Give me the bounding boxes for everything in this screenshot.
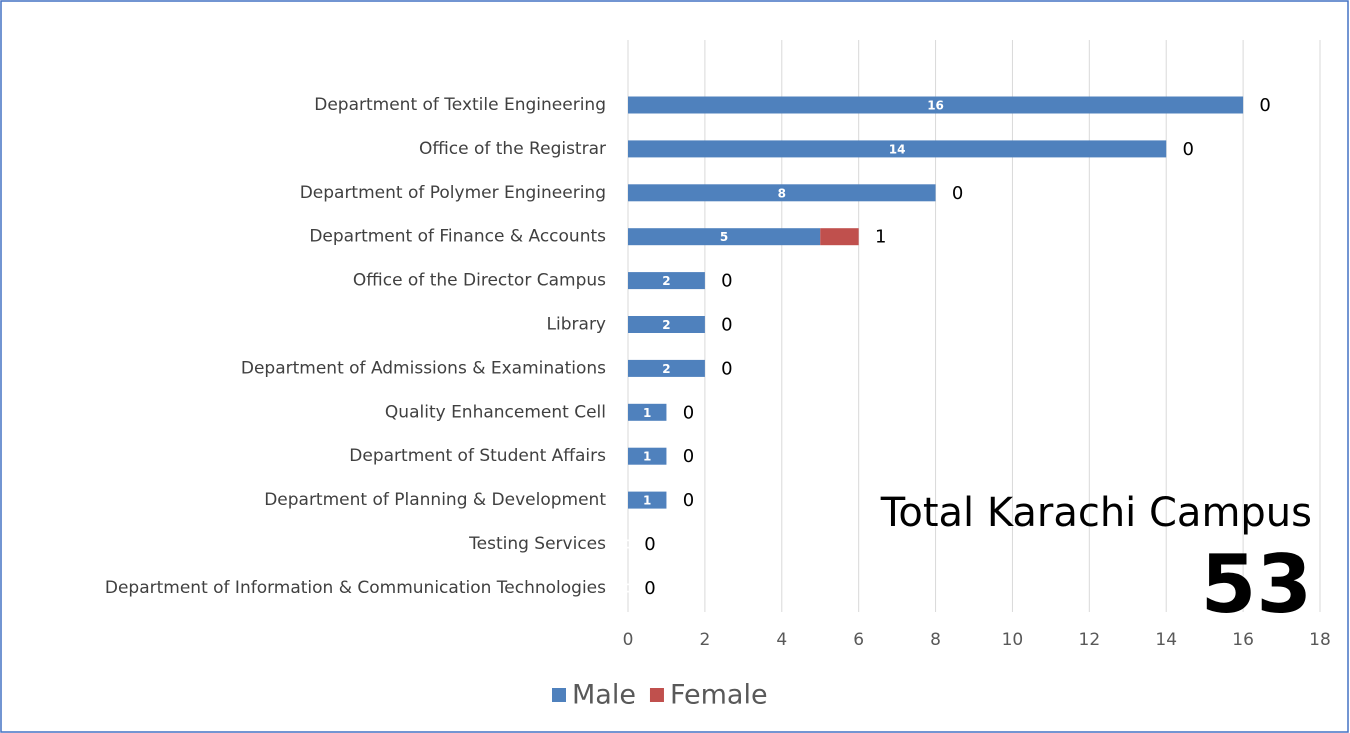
data-label: 0: [721, 315, 732, 336]
y-tick-label: Department of Student Affairs: [349, 446, 606, 466]
bar-segment: [628, 359, 705, 377]
legend-label: Female: [670, 680, 768, 711]
data-label: 2: [662, 362, 670, 376]
x-tick-label: 18: [1309, 630, 1331, 650]
data-label: 1: [643, 406, 651, 420]
data-label: 0: [683, 490, 694, 511]
y-tick-label: Office of the Director Campus: [353, 271, 606, 291]
data-label: 0: [624, 581, 632, 595]
y-tick-label: Department of Finance & Accounts: [309, 227, 606, 247]
data-label: 2: [662, 274, 670, 288]
bar-segment: [628, 316, 705, 333]
x-tick-label: 4: [776, 630, 787, 650]
data-label: 8: [778, 186, 786, 200]
y-tick-label: Testing Services: [468, 534, 606, 554]
bar-segment: [820, 228, 859, 246]
data-label: 1: [875, 227, 886, 248]
y-tick-label: Department of Textile Engineering: [314, 95, 606, 115]
data-label: 0: [624, 538, 632, 552]
y-tick-label: Library: [547, 315, 606, 335]
y-tick-label: Department of Planning & Development: [264, 490, 606, 510]
y-tick-label: Office of the Registrar: [419, 139, 606, 159]
legend-label: Male: [572, 680, 636, 711]
bar-segment: [628, 96, 1244, 114]
data-label: 1: [643, 450, 651, 464]
x-tick-label: 8: [930, 630, 941, 650]
data-label: 5: [720, 230, 728, 244]
data-label: 0: [644, 578, 655, 599]
data-label: 0: [721, 358, 732, 379]
data-label: 0: [644, 534, 655, 555]
y-tick-label: Department of Information & Communicatio…: [105, 578, 606, 598]
x-tick-label: 2: [699, 630, 710, 650]
bar-segment: [628, 140, 1167, 158]
y-tick-label: Quality Enhancement Cell: [385, 402, 606, 422]
x-tick-label: 0: [623, 630, 634, 650]
bar-segment: [628, 491, 667, 509]
bar-segment: [628, 447, 667, 465]
data-label: 0: [952, 183, 963, 204]
data-label: 0: [1259, 95, 1270, 116]
data-label: 2: [662, 318, 670, 332]
bar-segment: [628, 184, 936, 202]
data-label: 1: [643, 494, 651, 508]
y-tick-label: Department of Admissions & Examinations: [241, 358, 606, 378]
bar-segment: [628, 272, 705, 290]
data-label: 0: [721, 271, 732, 292]
annotation-total-value: 53: [1201, 538, 1312, 631]
data-label: 0: [1182, 139, 1193, 160]
x-tick-label: 16: [1232, 630, 1254, 650]
y-tick-label: Department of Polymer Engineering: [300, 183, 606, 203]
legend-swatch: [552, 688, 566, 702]
data-label: 0: [683, 446, 694, 467]
bar-segment: [628, 403, 667, 421]
data-label: 14: [889, 142, 906, 156]
x-tick-label: 6: [853, 630, 864, 650]
data-label: 16: [927, 99, 944, 113]
bar-segment: [628, 228, 821, 246]
x-tick-label: 12: [1079, 630, 1101, 650]
annotation-total-label: Total Karachi Campus: [880, 490, 1312, 536]
x-tick-label: 10: [1002, 630, 1024, 650]
data-label: 0: [683, 402, 694, 423]
legend-swatch: [649, 688, 664, 702]
x-tick-label: 14: [1155, 630, 1177, 650]
